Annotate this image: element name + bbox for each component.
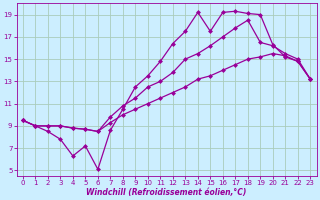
X-axis label: Windchill (Refroidissement éolien,°C): Windchill (Refroidissement éolien,°C) (86, 188, 247, 197)
